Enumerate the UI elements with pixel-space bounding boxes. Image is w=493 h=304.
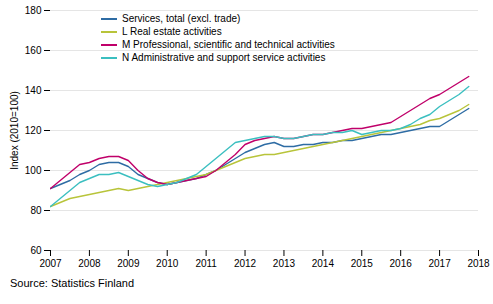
html-text:L Real estate activities: L Real estate activities: [122, 26, 222, 37]
svg-text:2010: 2010: [156, 258, 179, 269]
svg-text:2012: 2012: [234, 258, 257, 269]
svg-text:120: 120: [25, 125, 42, 136]
svg-text:2007: 2007: [39, 258, 62, 269]
svg-text:2016: 2016: [390, 258, 413, 269]
svg-text:100: 100: [25, 165, 42, 176]
html-text:Services, total (excl. trade): Services, total (excl. trade): [122, 13, 241, 24]
html-text:Source: Statistics Finland: Source: Statistics Finland: [10, 277, 135, 289]
svg-text:2009: 2009: [117, 258, 140, 269]
html-text:N Administrative and support s: N Administrative and support service act…: [122, 52, 326, 63]
svg-text:80: 80: [30, 205, 42, 216]
svg-text:Index (2010=100): Index (2010=100): [9, 91, 20, 170]
svg-text:160: 160: [25, 45, 42, 56]
svg-text:140: 140: [25, 85, 42, 96]
svg-text:2017: 2017: [428, 258, 451, 269]
svg-text:2018: 2018: [467, 258, 490, 269]
svg-text:2013: 2013: [273, 258, 296, 269]
svg-text:180: 180: [25, 5, 42, 16]
svg-text:2011: 2011: [195, 258, 217, 269]
svg-text:60: 60: [30, 245, 42, 256]
svg-text:2015: 2015: [351, 258, 374, 269]
svg-text:2008: 2008: [78, 258, 101, 269]
html-text:M Professional, scientific and: M Professional, scientific and technical…: [122, 39, 335, 50]
svg-text:2014: 2014: [312, 258, 335, 269]
